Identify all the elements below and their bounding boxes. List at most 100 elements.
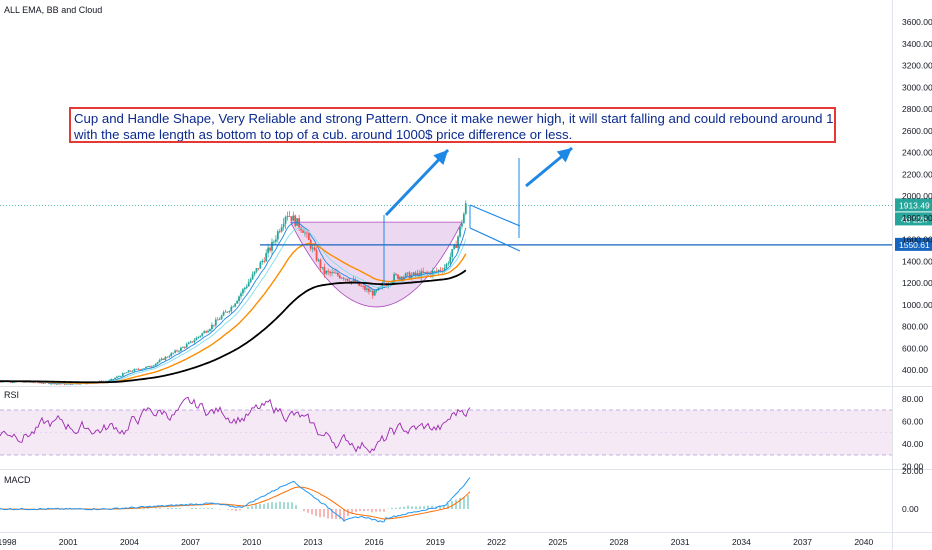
macd-histogram-bar (363, 509, 365, 512)
macd-histogram-bar (419, 506, 421, 509)
candle-body (338, 275, 341, 279)
candle-body (302, 230, 304, 233)
handle-upper (469, 204, 521, 227)
candle-body (125, 372, 128, 374)
time-tick-label: 2019 (426, 537, 445, 547)
price-tick-label: 3000.00 (902, 82, 932, 92)
candle-body (433, 270, 436, 272)
price-tick-label: 1200.00 (902, 278, 932, 288)
ema-lines (0, 221, 467, 385)
candle-body (203, 331, 206, 334)
candle-body (290, 216, 293, 221)
indicator-label[interactable]: ALL EMA, BB and Cloud (4, 5, 103, 15)
candle-body (42, 383, 45, 384)
candle-body (211, 324, 213, 330)
candle-body (464, 203, 467, 214)
macd-histogram-bar (179, 508, 181, 509)
candle-body (333, 272, 335, 274)
candle-body (269, 247, 271, 251)
candle-body (205, 331, 208, 333)
candle-body (286, 215, 289, 217)
candle-body (367, 288, 370, 292)
candle-body (397, 274, 399, 279)
time-tick-label: 2016 (365, 537, 384, 547)
candle-body (352, 279, 355, 282)
candle-body (292, 215, 295, 221)
candle-body (426, 271, 428, 273)
time-tick-label: 2031 (671, 537, 690, 547)
macd-histogram-bar (427, 505, 429, 509)
candle-body (226, 311, 229, 313)
candle-body (261, 260, 264, 263)
macd-histogram-bar (459, 497, 461, 509)
time-tick-label: 2028 (610, 537, 629, 547)
macd-histogram-bar (407, 505, 409, 509)
candle-body (274, 239, 277, 242)
candle-body (228, 311, 231, 313)
candle-body (149, 366, 151, 368)
macd-title[interactable]: MACD (4, 475, 31, 485)
candle-body (164, 356, 167, 360)
macd-lines (0, 477, 471, 523)
macd-histogram-bar (283, 502, 285, 509)
price-tick-label: 1800.00 (902, 213, 932, 223)
time-tick-label: 2034 (732, 537, 751, 547)
candle-body (391, 281, 394, 284)
candle-body (344, 278, 347, 280)
macd-histogram-bar (263, 504, 265, 509)
time-tick-label: 2004 (120, 537, 139, 547)
candle-body (443, 267, 446, 272)
candle-body (422, 271, 425, 273)
time-tick-label: 2007 (181, 537, 200, 547)
macd-histogram-bar (171, 507, 173, 509)
candle-body (424, 271, 426, 273)
candle-body (197, 336, 200, 338)
rsi-tick-label: 40.00 (902, 439, 924, 449)
candle-body (377, 287, 380, 291)
macd-histogram-bar (147, 508, 149, 509)
candle-body (412, 272, 415, 276)
macd-histogram-bar (347, 509, 349, 517)
time-tick-label: 2010 (242, 537, 261, 547)
candle-body (451, 249, 454, 257)
candle-body (445, 264, 448, 268)
candle-body (129, 370, 132, 372)
candle-body (187, 342, 190, 345)
macd-histogram-bar (439, 505, 441, 509)
macd-histogram-bar (371, 509, 373, 513)
macd-histogram-bar (159, 508, 161, 509)
candle-body (123, 372, 126, 374)
macd-histogram-bar (395, 507, 397, 509)
hline-price-label: 1550.61 (899, 240, 930, 250)
candle-body (340, 277, 343, 279)
candle-body (331, 272, 333, 274)
candle-body (395, 274, 397, 275)
candle-body (364, 286, 366, 290)
annotation-note[interactable]: Cup and Handle Shape, Very Reliable and … (69, 107, 836, 143)
candle-body (55, 383, 58, 385)
candle-body (199, 335, 202, 337)
candle-body (366, 288, 368, 290)
candle-body (273, 241, 275, 243)
candle-body (170, 353, 173, 357)
candle-body (358, 281, 361, 286)
candle-body (435, 270, 438, 272)
candle-body (348, 280, 351, 283)
macd-tick-label: 20.00 (902, 466, 924, 476)
rsi-title[interactable]: RSI (4, 390, 20, 400)
price-tick-label: 1400.00 (902, 256, 932, 266)
macd-histogram-bar (375, 509, 377, 512)
macd-histogram-bar (351, 509, 353, 514)
time-tick-label: 2013 (304, 537, 323, 547)
candle-body (117, 376, 120, 378)
candle-body (406, 272, 409, 274)
candle-body (224, 311, 227, 313)
macd-histogram-bar (451, 501, 453, 509)
candle-body (154, 363, 157, 366)
candle-body (387, 284, 390, 287)
candle-body (139, 369, 142, 371)
candle-body (437, 269, 440, 272)
candle-body (232, 306, 235, 308)
macd-histogram-bar (455, 499, 457, 509)
